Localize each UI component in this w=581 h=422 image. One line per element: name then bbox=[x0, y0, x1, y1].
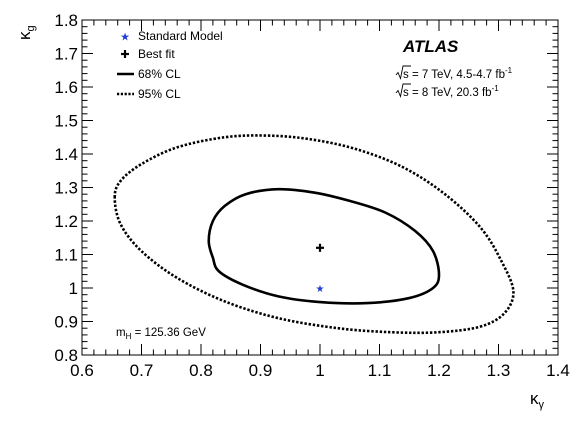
svg-text:s = 7 TeV, 4.5-4.7 fb-1: s = 7 TeV, 4.5-4.7 fb-1 bbox=[403, 66, 513, 81]
y-axis-kappa: κ bbox=[15, 31, 34, 40]
x-tick-label: 0.8 bbox=[189, 361, 213, 380]
legend: ★ Standard Model Best fit 68% CL 95% CL bbox=[117, 29, 223, 101]
y-tick-label: 1.4 bbox=[54, 145, 78, 164]
y-axis-sub: g bbox=[25, 25, 37, 31]
data-markers: ★ bbox=[316, 243, 325, 295]
svg-text:s = 8 TeV, 20.3 fb-1: s = 8 TeV, 20.3 fb-1 bbox=[403, 84, 499, 99]
x-tick-label: 1.3 bbox=[487, 361, 511, 380]
energy-line-7tev: s = 7 TeV, 4.5-4.7 fb-1 bbox=[395, 65, 513, 81]
x-axis-sub: γ bbox=[539, 399, 545, 411]
y-tick-label: 0.8 bbox=[54, 346, 78, 365]
y-tick-label: 0.9 bbox=[54, 313, 78, 332]
y-tick-label: 1 bbox=[69, 279, 78, 298]
legend-label-95cl: 95% CL bbox=[138, 87, 181, 101]
best-fit-point bbox=[316, 243, 324, 252]
x-tick-label: 1.4 bbox=[546, 361, 570, 380]
y-tick-label: 1.7 bbox=[54, 45, 78, 64]
standard-model-star-icon: ★ bbox=[120, 32, 130, 44]
legend-entry-95cl: 95% CL bbox=[117, 87, 181, 101]
y-tick-label: 1.2 bbox=[54, 212, 78, 231]
legend-label-best-fit: Best fit bbox=[138, 47, 175, 61]
x-tick-label: 0.6 bbox=[70, 361, 94, 380]
y-tick-label: 1.3 bbox=[54, 179, 78, 198]
x-tick-label: 1.2 bbox=[427, 361, 451, 380]
higgs-mass-label: mH = 125.36 GeV bbox=[116, 327, 206, 341]
x-tick-labels: 0.6 0.7 0.8 0.9 1 1.1 1.2 1.3 1.4 bbox=[70, 361, 570, 380]
energy-sup-7: -1 bbox=[505, 66, 513, 75]
legend-entry-68cl: 68% CL bbox=[117, 67, 181, 81]
contours bbox=[113, 134, 515, 335]
y-tick-label: 1.1 bbox=[54, 246, 78, 265]
y-tick-labels: 0.8 0.9 1 1.1 1.2 1.3 1.4 1.5 1.6 1.7 1.8 bbox=[54, 11, 78, 365]
axis-ticks bbox=[81, 19, 559, 356]
energy-sup-8: -1 bbox=[492, 84, 500, 93]
sqrt-symbol-icon bbox=[395, 83, 411, 99]
best-fit-cross-icon bbox=[121, 50, 129, 58]
atlas-label: ATLAS bbox=[402, 37, 459, 56]
x-axis-kappa: κ bbox=[530, 389, 539, 408]
energy-text-7: = 7 TeV, 4.5-4.7 fb bbox=[409, 69, 505, 81]
sqrt-symbol-icon bbox=[395, 65, 411, 81]
energy-line-8tev: s = 8 TeV, 20.3 fb-1 bbox=[395, 83, 499, 99]
plot-frame bbox=[81, 19, 559, 356]
energy-sqrt-s-7: s bbox=[403, 69, 409, 81]
y-tick-label: 1.5 bbox=[54, 112, 78, 131]
y-tick-label: 1.6 bbox=[54, 78, 78, 97]
x-tick-label: 0.7 bbox=[130, 361, 154, 380]
mass-rest: = 125.36 GeV bbox=[131, 327, 206, 339]
x-tick-label: 1 bbox=[315, 361, 324, 380]
legend-entry-best-fit: Best fit bbox=[121, 47, 175, 61]
y-tick-label: 1.8 bbox=[54, 11, 78, 30]
legend-label-standard-model: Standard Model bbox=[138, 29, 223, 43]
contour-95cl bbox=[113, 134, 515, 335]
contour-68cl bbox=[207, 187, 441, 305]
mass-m: m bbox=[116, 327, 126, 339]
x-tick-label: 0.9 bbox=[249, 361, 273, 380]
standard-model-point: ★ bbox=[316, 284, 325, 295]
energy-text-8: = 8 TeV, 20.3 fb bbox=[409, 87, 492, 99]
legend-entry-standard-model: ★ Standard Model bbox=[120, 29, 223, 44]
energy-sqrt-s-8: s bbox=[403, 87, 409, 99]
x-tick-label: 1.1 bbox=[368, 361, 392, 380]
x-axis-title: κγ bbox=[530, 389, 545, 411]
y-axis-title: κg bbox=[15, 25, 37, 40]
legend-label-68cl: 68% CL bbox=[138, 67, 181, 81]
mass-sub: H bbox=[126, 332, 132, 341]
